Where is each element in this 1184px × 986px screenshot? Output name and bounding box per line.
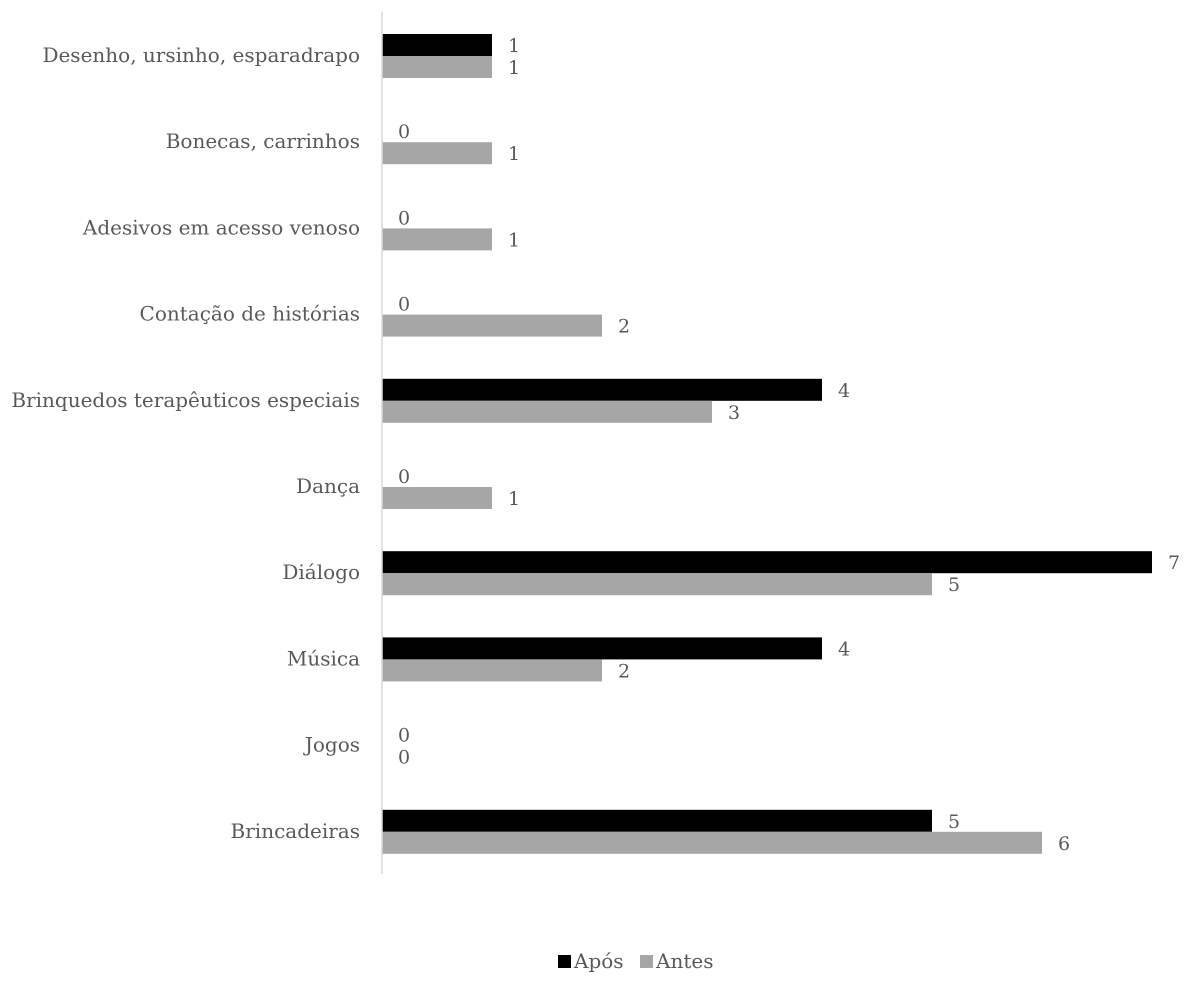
- data-label: 5: [948, 811, 960, 833]
- bar-apos: [382, 551, 1152, 574]
- data-label: 5: [948, 574, 960, 596]
- bar-apos: [382, 809, 932, 832]
- category-label: Dança: [296, 474, 360, 498]
- category-label: Desenho, ursinho, esparadrapo: [42, 43, 360, 67]
- category-label: Música: [287, 646, 360, 670]
- bar-antes: [382, 831, 1042, 854]
- data-label: 1: [508, 57, 520, 79]
- data-label: 7: [1168, 552, 1180, 574]
- bar-antes: [382, 142, 492, 165]
- data-label: 3: [728, 402, 740, 424]
- category-label: Bonecas, carrinhos: [166, 129, 360, 153]
- bar-antes: [382, 314, 602, 337]
- category-label: Diálogo: [282, 560, 360, 584]
- bar-antes: [382, 56, 492, 78]
- data-label: 4: [838, 638, 850, 660]
- data-label: 1: [508, 143, 520, 165]
- data-label: 0: [398, 747, 410, 769]
- bar-antes: [382, 573, 932, 596]
- bar-antes: [382, 228, 492, 251]
- legend-swatch-apos: [558, 955, 571, 968]
- category-label: Jogos: [303, 733, 360, 757]
- labels-layer: Desenho, ursinho, esparadrapo 11Bonecas, …: [11, 35, 1180, 855]
- data-label: 2: [618, 660, 630, 682]
- data-label: 0: [398, 725, 410, 747]
- data-label: 1: [508, 35, 520, 57]
- category-label: Adesivos em acesso venoso: [82, 215, 360, 239]
- bar-apos: [382, 378, 822, 401]
- legend-label: Após: [573, 949, 624, 973]
- category-label: Brinquedos terapêuticos especiais: [11, 388, 360, 412]
- data-label: 6: [1058, 833, 1070, 855]
- category-label: Contação de histórias: [140, 302, 360, 326]
- bar-antes: [382, 400, 712, 423]
- category-label: Brincadeiras: [231, 819, 360, 843]
- bar-apos: [382, 34, 492, 56]
- bar-antes: [382, 659, 602, 682]
- data-label: 0: [398, 121, 410, 143]
- data-label: 1: [508, 229, 520, 251]
- data-label: 0: [398, 466, 410, 488]
- legend-label: Antes: [655, 949, 713, 973]
- legend-swatch-antes: [640, 955, 653, 968]
- data-label: 2: [618, 316, 630, 338]
- bar-antes: [382, 487, 492, 509]
- bar-apos: [382, 637, 822, 660]
- bars-layer: [382, 34, 1152, 854]
- data-label: 0: [398, 294, 410, 316]
- data-label: 4: [838, 380, 850, 402]
- data-label: 1: [508, 488, 520, 510]
- legend: Após Antes: [558, 949, 713, 973]
- data-label: 0: [398, 207, 410, 229]
